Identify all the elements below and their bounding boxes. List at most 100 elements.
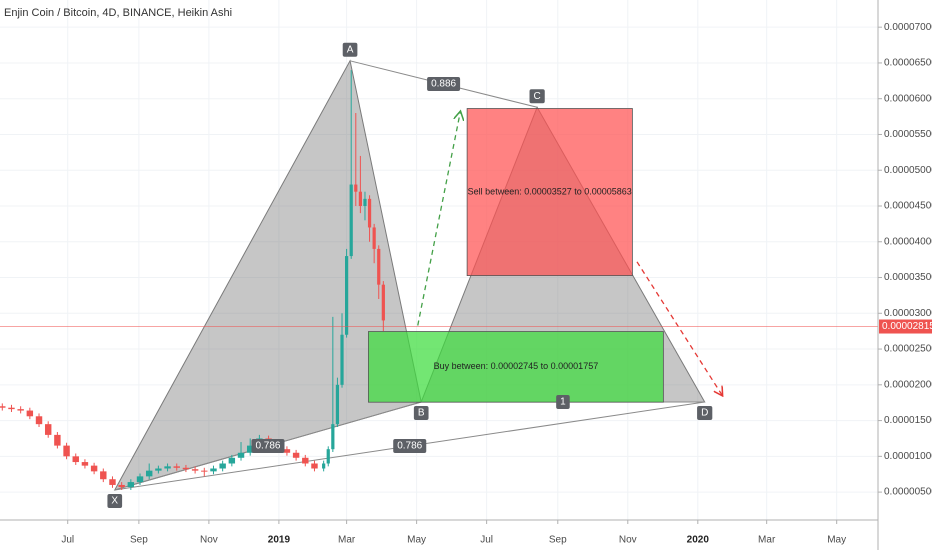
y-tick-label: 0.00001500	[884, 415, 932, 426]
candle-body	[201, 470, 208, 472]
x-tick-label: May	[827, 535, 846, 546]
candle-body	[54, 434, 61, 446]
label-box: D	[697, 405, 713, 420]
y-tick-label: 0.00006500	[884, 58, 932, 69]
x-tick-label: Jul	[61, 535, 74, 546]
label-box-bg	[427, 77, 461, 92]
label-box: 0.786	[393, 438, 427, 453]
candle-body	[367, 198, 372, 228]
candle-body	[164, 466, 171, 469]
price-tag	[879, 319, 932, 334]
candle-body	[136, 476, 144, 483]
label-box: A	[342, 42, 358, 57]
candle-body	[109, 479, 116, 485]
candle-body	[127, 482, 135, 488]
label-box-text: A	[347, 44, 354, 55]
zone-box	[466, 108, 633, 276]
candle-body	[377, 248, 381, 285]
candle-body	[81, 462, 89, 466]
candle-body	[302, 457, 309, 464]
candle-body	[311, 463, 318, 469]
candle-body	[331, 424, 335, 450]
y-tick-label: 0.00005000	[884, 165, 932, 176]
candle-body	[335, 384, 340, 425]
zone-label: Sell between: 0.00003527 to 0.00005863	[468, 186, 632, 196]
zone-label: Buy between: 0.00002745 to 0.00001757	[434, 361, 599, 371]
y-tick-label: 0.00002000	[884, 379, 932, 390]
y-tick-label: 0.00003500	[884, 272, 932, 283]
x-tick-label: Sep	[549, 535, 567, 546]
candle-body	[326, 449, 330, 464]
candle-body	[210, 468, 217, 472]
candle-body	[322, 463, 326, 469]
chart-title: Enjin Coin / Bitcoin, 4D, BINANCE, Heiki…	[4, 7, 232, 19]
candle-body	[155, 468, 162, 471]
candle-body	[363, 198, 367, 206]
candle-body	[292, 452, 300, 458]
x-tick-label: Jul	[480, 535, 493, 546]
candle-body	[100, 471, 107, 480]
y-tick-label: 0.00007000	[884, 22, 932, 33]
candle-body	[182, 467, 190, 470]
label-box-bg	[393, 438, 427, 453]
candle-body	[349, 184, 353, 257]
label-box: C	[529, 89, 545, 104]
label-box-text: 0.786	[397, 441, 422, 452]
candle-body	[345, 256, 349, 335]
candle-body	[219, 463, 226, 469]
projection-arrow	[417, 112, 460, 326]
label-box-bg	[413, 405, 429, 420]
x-tick-label: Mar	[338, 535, 356, 546]
label-box-text: B	[418, 408, 425, 419]
axes: 0.00000500 0.00001000 0.00001500 0.00002000…	[61, 22, 932, 546]
candle-body	[358, 191, 362, 206]
candle-body	[26, 410, 34, 417]
x-tick-label: 2019	[268, 535, 291, 546]
label-box-text: C	[534, 91, 541, 102]
candle-body	[372, 227, 376, 249]
label-box: B	[413, 405, 429, 420]
label-box-bg	[342, 42, 358, 57]
candle-body	[72, 456, 79, 463]
y-tick-label: 0.00001000	[884, 451, 932, 462]
candle-body	[90, 465, 98, 472]
candle-body	[228, 457, 236, 464]
plot-area: Sell between: 0.00003527 to 0.00005863 Bu…	[0, 42, 878, 508]
candle-body	[118, 484, 125, 488]
y-tick-label: 0.00004500	[884, 201, 932, 212]
candle-body	[63, 445, 70, 457]
candle-body	[44, 424, 52, 435]
label-box-bg	[556, 394, 570, 409]
candle-body	[173, 466, 180, 468]
candle-body	[145, 470, 153, 477]
candle-body	[381, 284, 385, 321]
y-tick-label: 0.00003000	[884, 308, 932, 319]
label-box-bg	[107, 493, 123, 508]
x-tick-label: 2020	[687, 535, 710, 546]
x-tick-label: Nov	[619, 535, 637, 546]
candle-body	[237, 452, 245, 458]
label-box-bg	[529, 89, 545, 104]
y-tick-label: 0.00000500	[884, 487, 932, 498]
label-box-text: 1	[560, 397, 566, 408]
candle-body	[35, 416, 43, 425]
candle-body	[340, 334, 344, 385]
x-tick-label: May	[407, 535, 426, 546]
price-tag-label: 0.00002815	[882, 321, 932, 332]
x-tick-label: Mar	[758, 535, 776, 546]
y-tick-label: 0.00005500	[884, 129, 932, 140]
zone-box	[368, 331, 664, 403]
candle-body	[283, 449, 291, 453]
label-box: X	[107, 493, 123, 508]
candle-body	[17, 409, 24, 411]
label-box: 0.886	[427, 77, 461, 92]
label-box-text: 0.786	[255, 441, 280, 452]
candle-body	[246, 445, 254, 453]
candle-body	[0, 406, 6, 408]
candle-body	[354, 184, 358, 192]
label-box: 0.786	[251, 438, 285, 453]
x-tick-label: Sep	[130, 535, 148, 546]
label-box-text: D	[701, 408, 708, 419]
label-box: 1	[556, 394, 570, 409]
